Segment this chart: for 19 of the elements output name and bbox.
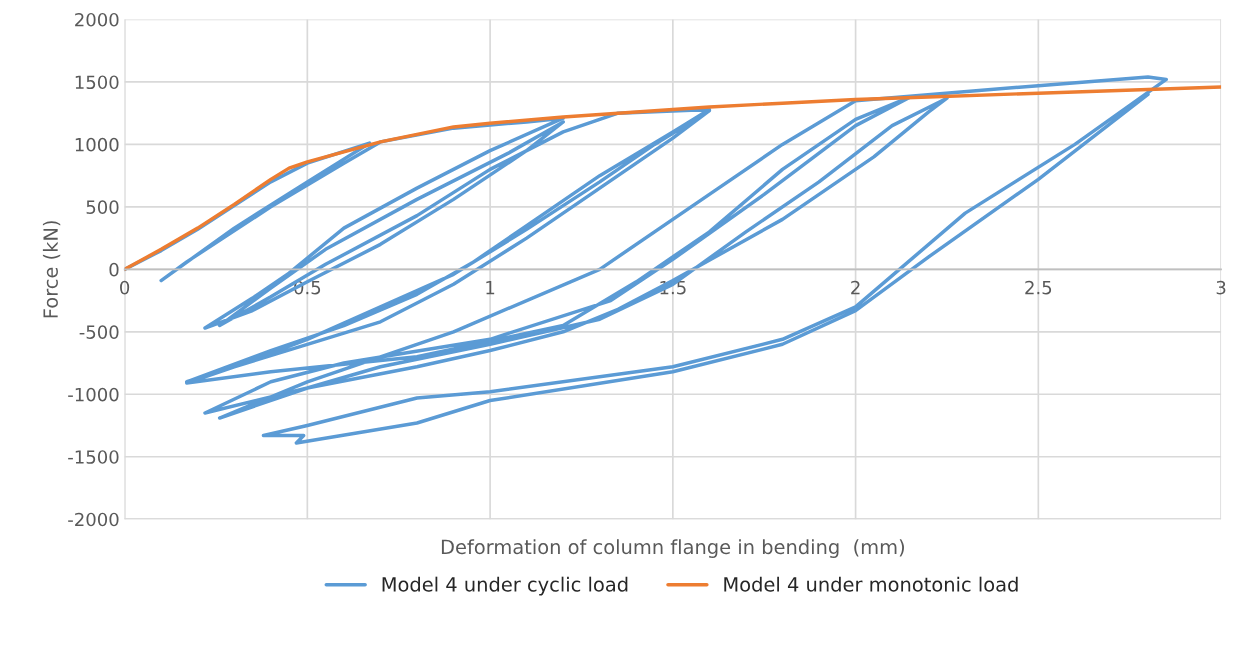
x-tick-label: 1	[486, 281, 495, 295]
x-axis-title: Deformation of column flange in bending (mm)	[441, 539, 904, 559]
y-tick-label: -2000	[68, 512, 119, 527]
x-tick-label: 3	[1216, 280, 1226, 295]
y-tick-label: -500	[79, 325, 119, 339]
y-axis-title: Force (kN)	[42, 221, 61, 318]
y-tick-label: 1000	[75, 137, 119, 152]
x-tick-label: 2	[851, 280, 860, 295]
y-tick-label: 1500	[75, 75, 119, 90]
y-tick-label: -1500	[68, 450, 119, 464]
y-tick-label: 2000	[75, 12, 119, 27]
x-tick-label: 2.5	[1025, 280, 1052, 295]
legend-label: Model 4 under monotonic load	[724, 576, 1018, 592]
y-tick-label: -1000	[68, 387, 119, 402]
legend-label: Model 4 under cyclic load	[382, 576, 628, 596]
x-tick-label: 0	[120, 280, 130, 295]
y-tick-label: 0	[109, 262, 119, 277]
line-series	[124, 85, 1222, 272]
y-tick-label: 500	[86, 200, 119, 214]
